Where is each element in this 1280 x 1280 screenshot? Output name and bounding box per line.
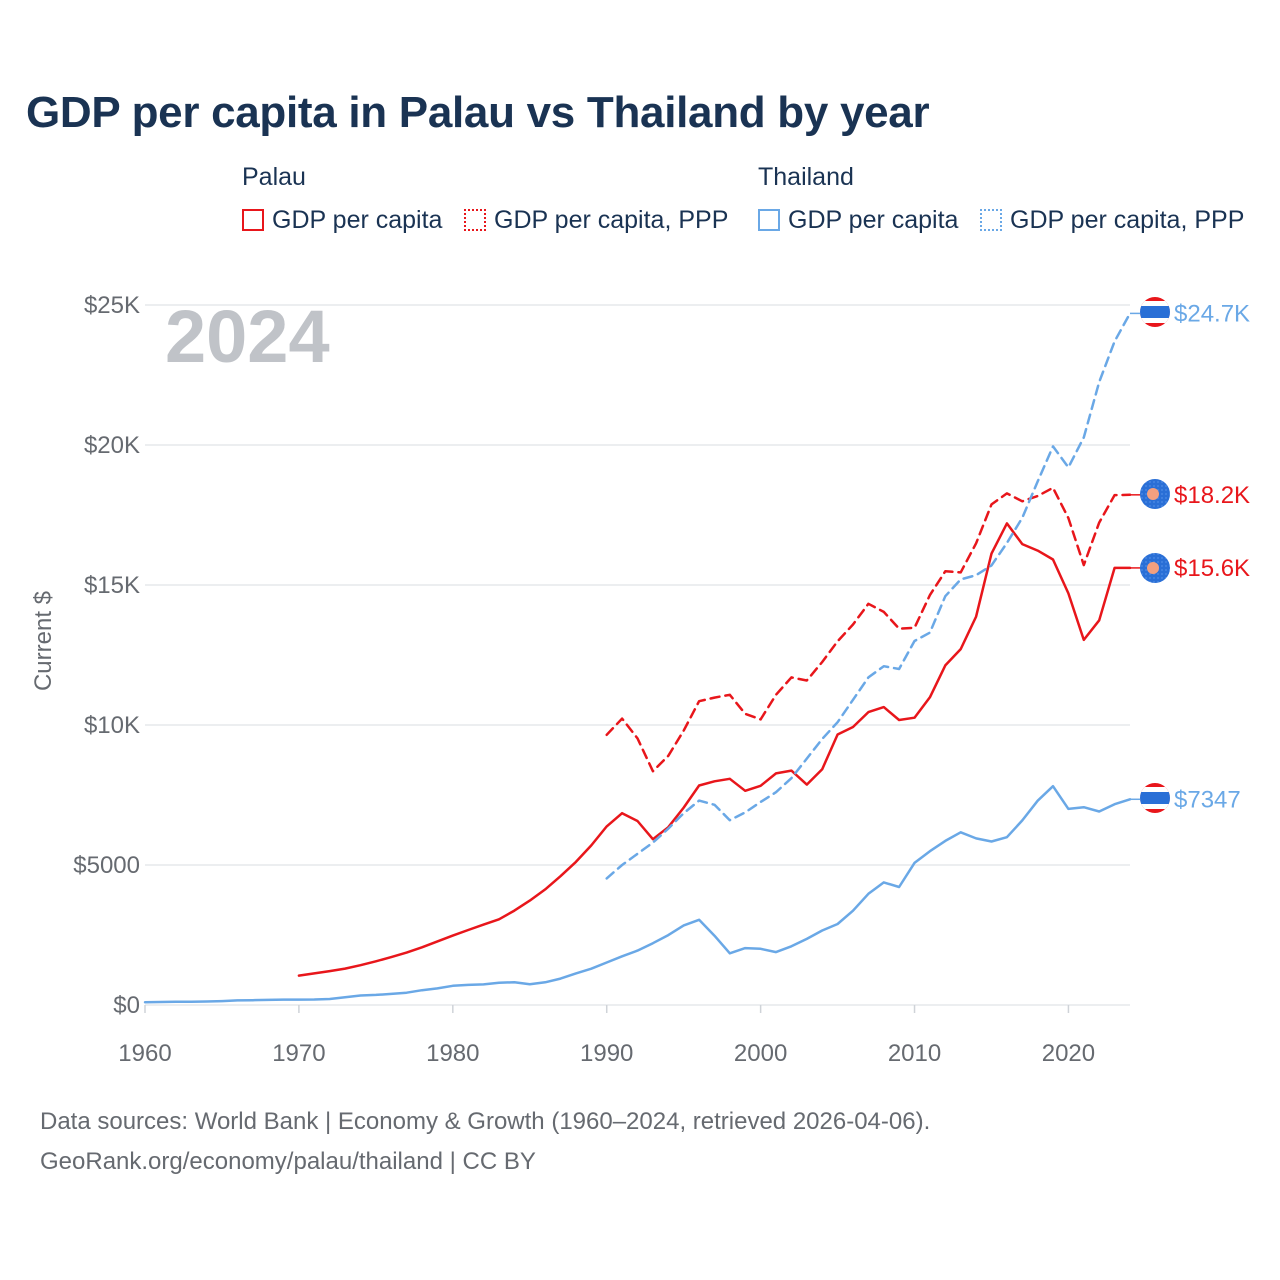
series-line-palau [297,522,1132,977]
legend-item-thailand-gdp-ppp[interactable]: GDP per capita, PPP [980,205,1244,235]
x-tick-label: 1960 [118,1040,171,1067]
legend-swatch-dotted-red [464,209,486,231]
x-tick-label: 2010 [888,1040,941,1067]
y-tick-label: $20K [84,432,140,459]
series-layer [143,312,1132,1004]
thailand-flag-icon [1140,297,1170,327]
palau-flag-icon [1140,479,1170,509]
y-tick-label: $5000 [73,852,140,879]
legend-item-palau-gdp[interactable]: GDP per capita [242,205,442,235]
x-tick-label: 2000 [734,1040,787,1067]
legend-group-thailand: Thailand [758,163,854,191]
series-line-palau-ppp [605,486,1132,773]
x-tick-label: 1980 [426,1040,479,1067]
footer-sources: Data sources: World Bank | Economy & Gro… [40,1108,931,1135]
chart-plot: $0 $5000 $10K $15K $20K $25K 1960 1970 1980 1990 2… [30,292,1250,1067]
end-value-label: $15.6K [1174,555,1250,582]
y-axis-label: Current $ [30,591,57,691]
end-value-label: $24.7K [1174,300,1250,327]
legend-group-palau: Palau [242,163,306,191]
x-tick-label: 1990 [580,1040,633,1067]
y-tick-label: $10K [84,712,140,739]
legend-label: GDP per capita, PPP [494,205,729,234]
end-value-label: $18.2K [1174,482,1250,509]
palau-flag-icon [1140,553,1170,583]
legend-item-palau-gdp-ppp[interactable]: GDP per capita, PPP [464,205,728,235]
y-tick-label: $15K [84,572,140,599]
legend-swatch-solid-blue [758,209,780,231]
x-tick-label: 2020 [1042,1040,1095,1067]
endlabel-layer: $15.6K $18.2K $7347 $24.7K [1130,300,1250,813]
end-value-label: $7347 [1174,786,1241,813]
y-tick-label: $0 [113,992,140,1019]
legend-label: GDP per capita [788,205,959,234]
thailand-flag-icon [1140,783,1170,813]
legend-item-thailand-gdp[interactable]: GDP per capita [758,205,958,235]
y-tick-label: $25K [84,292,140,319]
year-watermark: 2024 [165,295,330,378]
legend-swatch-dotted-blue [980,209,1002,231]
series-line-thailand [143,784,1132,1004]
legend-label: GDP per capita, PPP [1010,205,1245,234]
legend-label: GDP per capita [272,205,443,234]
series-line-thailand-ppp [605,312,1132,880]
legend-swatch-solid-red [242,209,264,231]
footer-link[interactable]: GeoRank.org/economy/palau/thailand | CC … [40,1148,536,1175]
chart-title: GDP per capita in Palau vs Thailand by y… [26,88,930,137]
x-tick-label: 1970 [272,1040,325,1067]
flag-layer [1140,297,1170,813]
axis-layer: $0 $5000 $10K $15K $20K $25K 1960 1970 1980 1990 2… [73,292,1095,1067]
grid-layer [145,304,1130,1006]
